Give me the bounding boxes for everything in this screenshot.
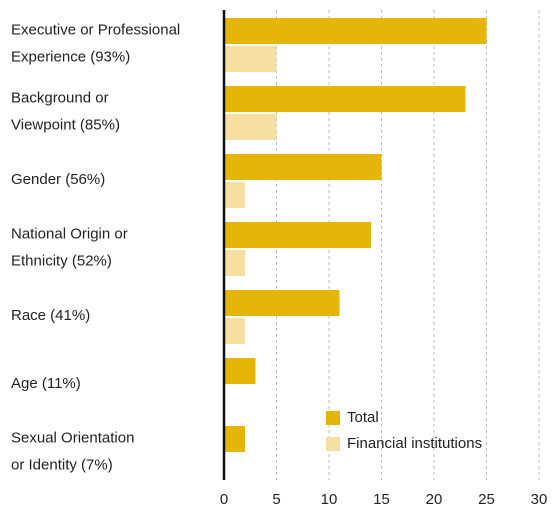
bar	[224, 182, 245, 208]
x-tick-label: 15	[373, 491, 390, 508]
x-tick-label: 10	[321, 491, 338, 508]
x-tick-label: 5	[272, 491, 280, 508]
bar	[224, 86, 466, 112]
category-label: Age (11%)	[11, 375, 81, 392]
bar	[224, 222, 371, 248]
category-label: Background or	[11, 89, 109, 106]
legend-swatch	[326, 437, 340, 451]
category-label: Gender (56%)	[11, 171, 105, 188]
bar	[224, 46, 277, 72]
bar	[224, 18, 487, 44]
x-tick-label: 20	[426, 491, 443, 508]
legend-label: Financial institutions	[347, 435, 482, 452]
x-tick-label: 25	[478, 491, 495, 508]
bar	[224, 154, 382, 180]
bar	[224, 114, 277, 140]
bar	[224, 250, 245, 276]
category-label: Executive or Professional	[11, 21, 180, 38]
category-label: Ethnicity (52%)	[11, 252, 112, 269]
legend-label: Total	[347, 409, 379, 426]
category-label: Experience (93%)	[11, 48, 130, 65]
category-label: Viewpoint (85%)	[11, 116, 120, 133]
category-label: Race (41%)	[11, 307, 90, 324]
category-label: National Origin or	[11, 225, 128, 242]
bar	[224, 290, 340, 316]
bar	[224, 318, 245, 344]
x-tick-label: 30	[531, 491, 548, 508]
bar	[224, 426, 245, 452]
bar	[224, 358, 256, 384]
x-tick-label: 0	[220, 491, 228, 508]
legend-swatch	[326, 411, 340, 425]
category-label: or Identity (7%)	[11, 456, 113, 473]
category-label: Sexual Orientation	[11, 429, 134, 446]
